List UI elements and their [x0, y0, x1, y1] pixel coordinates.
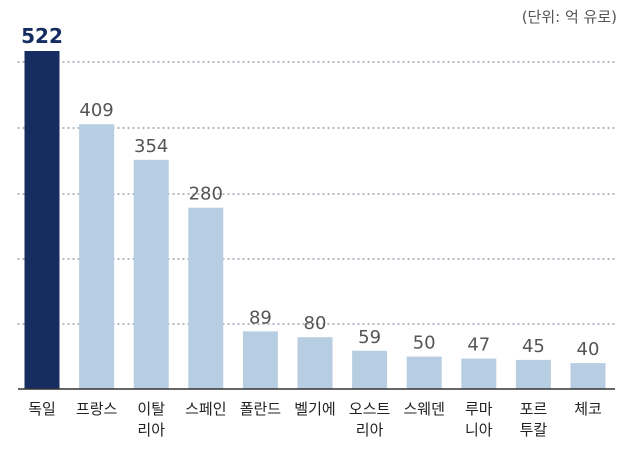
unit-label: (단위: 억 유로) [521, 8, 617, 26]
value-label: 280 [189, 184, 223, 205]
category-label: 폴란드 [240, 400, 282, 418]
bar-9 [461, 358, 497, 389]
category-label: 체코 [574, 400, 602, 418]
category-label: 리아 [137, 421, 165, 439]
value-label: 522 [21, 24, 63, 48]
bar-7 [352, 350, 388, 389]
category-label: 프랑스 [76, 400, 118, 418]
category-label: 이탈 [137, 400, 165, 418]
bar-8 [406, 356, 442, 389]
value-label: 80 [304, 313, 327, 334]
category-label: 스웨덴 [403, 400, 444, 418]
category-label: 루마 [465, 400, 493, 418]
category-label: 리아 [356, 421, 384, 439]
bar-11 [570, 363, 606, 389]
bar-2 [79, 124, 115, 389]
category-label: 오스트 [349, 400, 391, 418]
bar-5 [242, 331, 278, 389]
bar-6 [297, 337, 333, 389]
bar-10 [515, 359, 551, 389]
value-label: 47 [467, 335, 490, 356]
bar-4 [188, 207, 224, 389]
value-label: 409 [79, 100, 113, 121]
bar-1 [24, 51, 60, 389]
category-label: 벨기에 [294, 400, 335, 418]
category-label: 투칼 [520, 421, 548, 439]
value-label: 40 [577, 339, 600, 360]
category-label: 독일 [28, 400, 56, 418]
value-label: 50 [413, 333, 436, 354]
category-label: 니아 [465, 421, 493, 439]
category-label: 스페인 [185, 400, 226, 418]
value-label: 89 [249, 307, 272, 328]
value-label: 59 [358, 327, 381, 348]
bar-3 [133, 159, 169, 389]
value-label: 45 [522, 336, 545, 357]
category-label: 포르 [520, 400, 548, 418]
value-label: 354 [134, 136, 168, 157]
